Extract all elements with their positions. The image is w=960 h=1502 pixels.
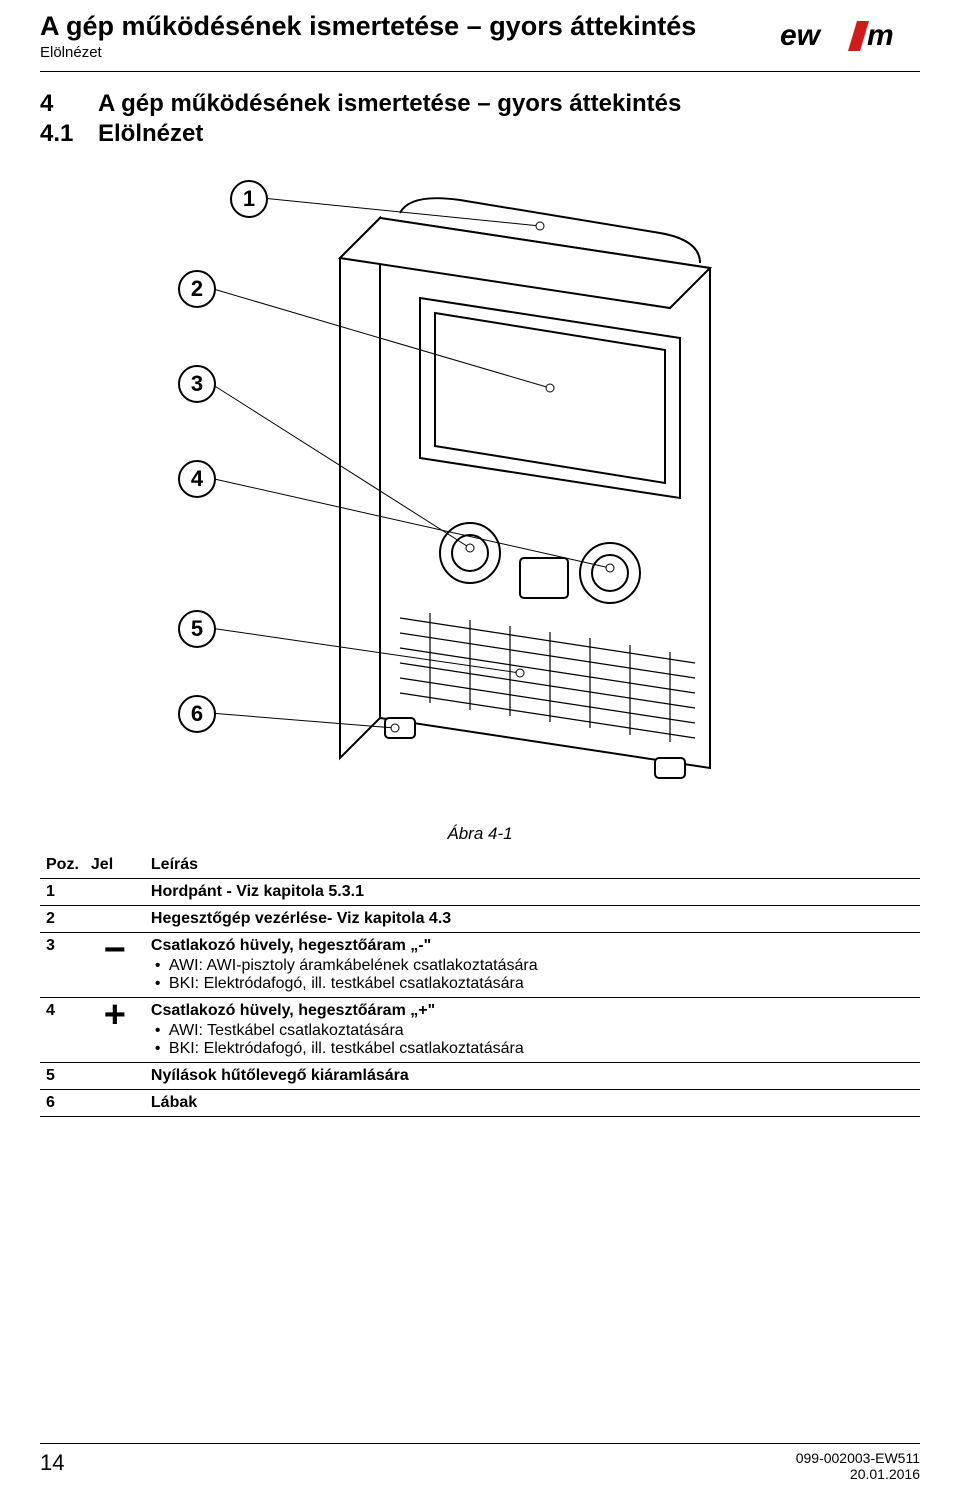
plus-icon: + bbox=[104, 1002, 126, 1029]
table-row: 6 Lábak bbox=[40, 1089, 920, 1116]
page-content: 4 A gép működésének ismertetése – gyors … bbox=[0, 72, 960, 1443]
table-row: 2 Hegesztőgép vezérlése- Viz kapitola 4.… bbox=[40, 905, 920, 932]
list-item: BKI: Elektródafogó, ill. testkábel csatl… bbox=[169, 975, 914, 993]
doc-date: 20.01.2016 bbox=[796, 1466, 920, 1482]
figure-callout-1: 1 bbox=[230, 180, 268, 218]
figure-callout-6: 6 bbox=[178, 695, 216, 733]
table-row: 3 − Csatlakozó hüvely, hegesztőáram „-" … bbox=[40, 932, 920, 997]
heading-main-number: 4 bbox=[40, 90, 98, 118]
minus-icon: − bbox=[104, 937, 126, 964]
figure-callout-3: 3 bbox=[178, 365, 216, 403]
heading-main: 4 A gép működésének ismertetése – gyors … bbox=[40, 90, 920, 118]
figure-callout-4: 4 bbox=[178, 460, 216, 498]
cell-poz: 2 bbox=[40, 905, 85, 932]
list-item: AWI: AWI-pisztoly áramkábelének csatlako… bbox=[169, 957, 914, 975]
heading-sub: 4.1 Elölnézet bbox=[40, 120, 920, 148]
cell-poz: 3 bbox=[40, 932, 85, 997]
cell-desc: Csatlakozó hüvely, hegesztőáram „-" AWI:… bbox=[145, 932, 920, 997]
th-poz: Poz. bbox=[40, 852, 85, 879]
ewm-logo-icon: ew m bbox=[780, 12, 920, 60]
page-footer: 14 099-002003-EW511 20.01.2016 bbox=[40, 1443, 920, 1482]
svg-text:m: m bbox=[867, 19, 894, 52]
cell-desc: Hordpánt - Viz kapitola 5.3.1 bbox=[145, 878, 920, 905]
cell-desc: Hegesztőgép vezérlése- Viz kapitola 4.3 bbox=[145, 905, 920, 932]
cell-poz: 5 bbox=[40, 1062, 85, 1089]
page-number: 14 bbox=[40, 1450, 64, 1476]
doc-number: 099-002003-EW511 bbox=[796, 1450, 920, 1466]
table-header-row: Poz. Jel Leírás bbox=[40, 852, 920, 879]
table-row: 4 + Csatlakozó hüvely, hegesztőáram „+" … bbox=[40, 997, 920, 1062]
heading-sub-number: 4.1 bbox=[40, 120, 98, 148]
cell-jel: − bbox=[85, 932, 145, 997]
cell-jel bbox=[85, 1089, 145, 1116]
list-item: BKI: Elektródafogó, ill. testkábel csatl… bbox=[169, 1040, 914, 1058]
figure-diagram: 1 2 3 4 5 6 bbox=[100, 158, 860, 818]
legend-table: Poz. Jel Leírás 1 Hordpánt - Viz kapitol… bbox=[40, 852, 920, 1117]
heading-main-text: A gép működésének ismertetése – gyors át… bbox=[98, 90, 681, 118]
figure-caption: Ábra 4-1 bbox=[40, 824, 920, 844]
cell-poz: 1 bbox=[40, 878, 85, 905]
table-row: 1 Hordpánt - Viz kapitola 5.3.1 bbox=[40, 878, 920, 905]
cell-poz: 6 bbox=[40, 1089, 85, 1116]
cell-jel: + bbox=[85, 997, 145, 1062]
figure-callout-5: 5 bbox=[178, 610, 216, 648]
cell-poz: 4 bbox=[40, 997, 85, 1062]
cell-desc: Lábak bbox=[145, 1089, 920, 1116]
svg-text:ew: ew bbox=[780, 19, 822, 52]
header-text-block: A gép működésének ismertetése – gyors át… bbox=[40, 12, 696, 61]
page-header: A gép működésének ismertetése – gyors át… bbox=[0, 0, 960, 67]
list-item: AWI: Testkábel csatlakoztatására bbox=[169, 1022, 914, 1040]
footer-docinfo: 099-002003-EW511 20.01.2016 bbox=[796, 1450, 920, 1482]
chapter-title: A gép működésének ismertetése – gyors át… bbox=[40, 12, 696, 42]
th-desc: Leírás bbox=[145, 852, 920, 879]
section-title: Elölnézet bbox=[40, 44, 696, 61]
cell-desc: Nyílások hűtőlevegő kiáramlására bbox=[145, 1062, 920, 1089]
cell-jel bbox=[85, 1062, 145, 1089]
cell-desc: Csatlakozó hüvely, hegesztőáram „+" AWI:… bbox=[145, 997, 920, 1062]
figure-callout-2: 2 bbox=[178, 270, 216, 308]
table-row: 5 Nyílások hűtőlevegő kiáramlására bbox=[40, 1062, 920, 1089]
heading-sub-text: Elölnézet bbox=[98, 120, 203, 148]
brand-logo: ew m bbox=[780, 12, 920, 60]
cell-jel bbox=[85, 878, 145, 905]
th-jel: Jel bbox=[85, 852, 145, 879]
